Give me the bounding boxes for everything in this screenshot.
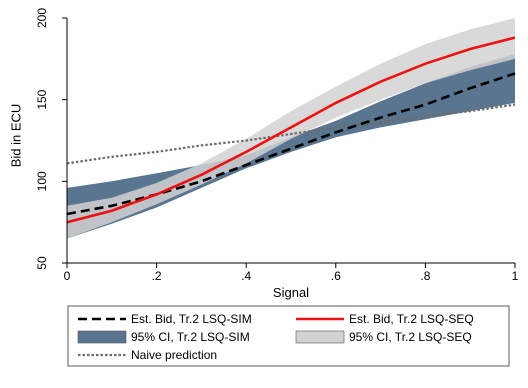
line-est-bid-tr-2-lsq-sim <box>66 72 516 216</box>
legend-label: Est. Bid, Tr.2 LSQ-SIM <box>131 312 252 326</box>
x-tick-label: .6 <box>331 269 341 283</box>
series-lines <box>66 36 516 224</box>
x-tick-label: .4 <box>241 269 251 283</box>
y-tick-label: 150 <box>35 89 49 109</box>
legend: Est. Bid, Tr.2 LSQ-SIM Est. Bid, Tr.2 LSQ… <box>67 305 510 367</box>
y-tick-label: 200 <box>35 8 49 28</box>
y-axis-label: Bid in ECU <box>9 104 24 168</box>
legend-box <box>67 305 510 367</box>
line-est-bid-tr-2-lsq-seq <box>66 36 516 224</box>
legend-key-95-ci-tr-2-lsq-sim <box>77 330 127 344</box>
legend-key-95-ci-tr-2-lsq-seq <box>295 330 345 344</box>
legend-label: Naive prediction <box>131 348 217 362</box>
legend-label: 95% CI, Tr.2 LSQ-SIM <box>131 330 250 344</box>
x-tick-label: 1 <box>512 269 519 283</box>
y-tick-label: 50 <box>35 256 49 270</box>
y-tick-label: 100 <box>35 171 49 191</box>
x-tick-label: .2 <box>152 269 162 283</box>
line-naive-prediction <box>66 103 516 165</box>
x-tick-label: 0 <box>64 269 71 283</box>
x-tick-label: .8 <box>420 269 430 283</box>
legend-label: Est. Bid, Tr.2 LSQ-SEQ <box>349 312 474 326</box>
legend-label: 95% CI, Tr.2 LSQ-SEQ <box>349 330 472 344</box>
x-axis-label: Signal <box>273 285 309 300</box>
